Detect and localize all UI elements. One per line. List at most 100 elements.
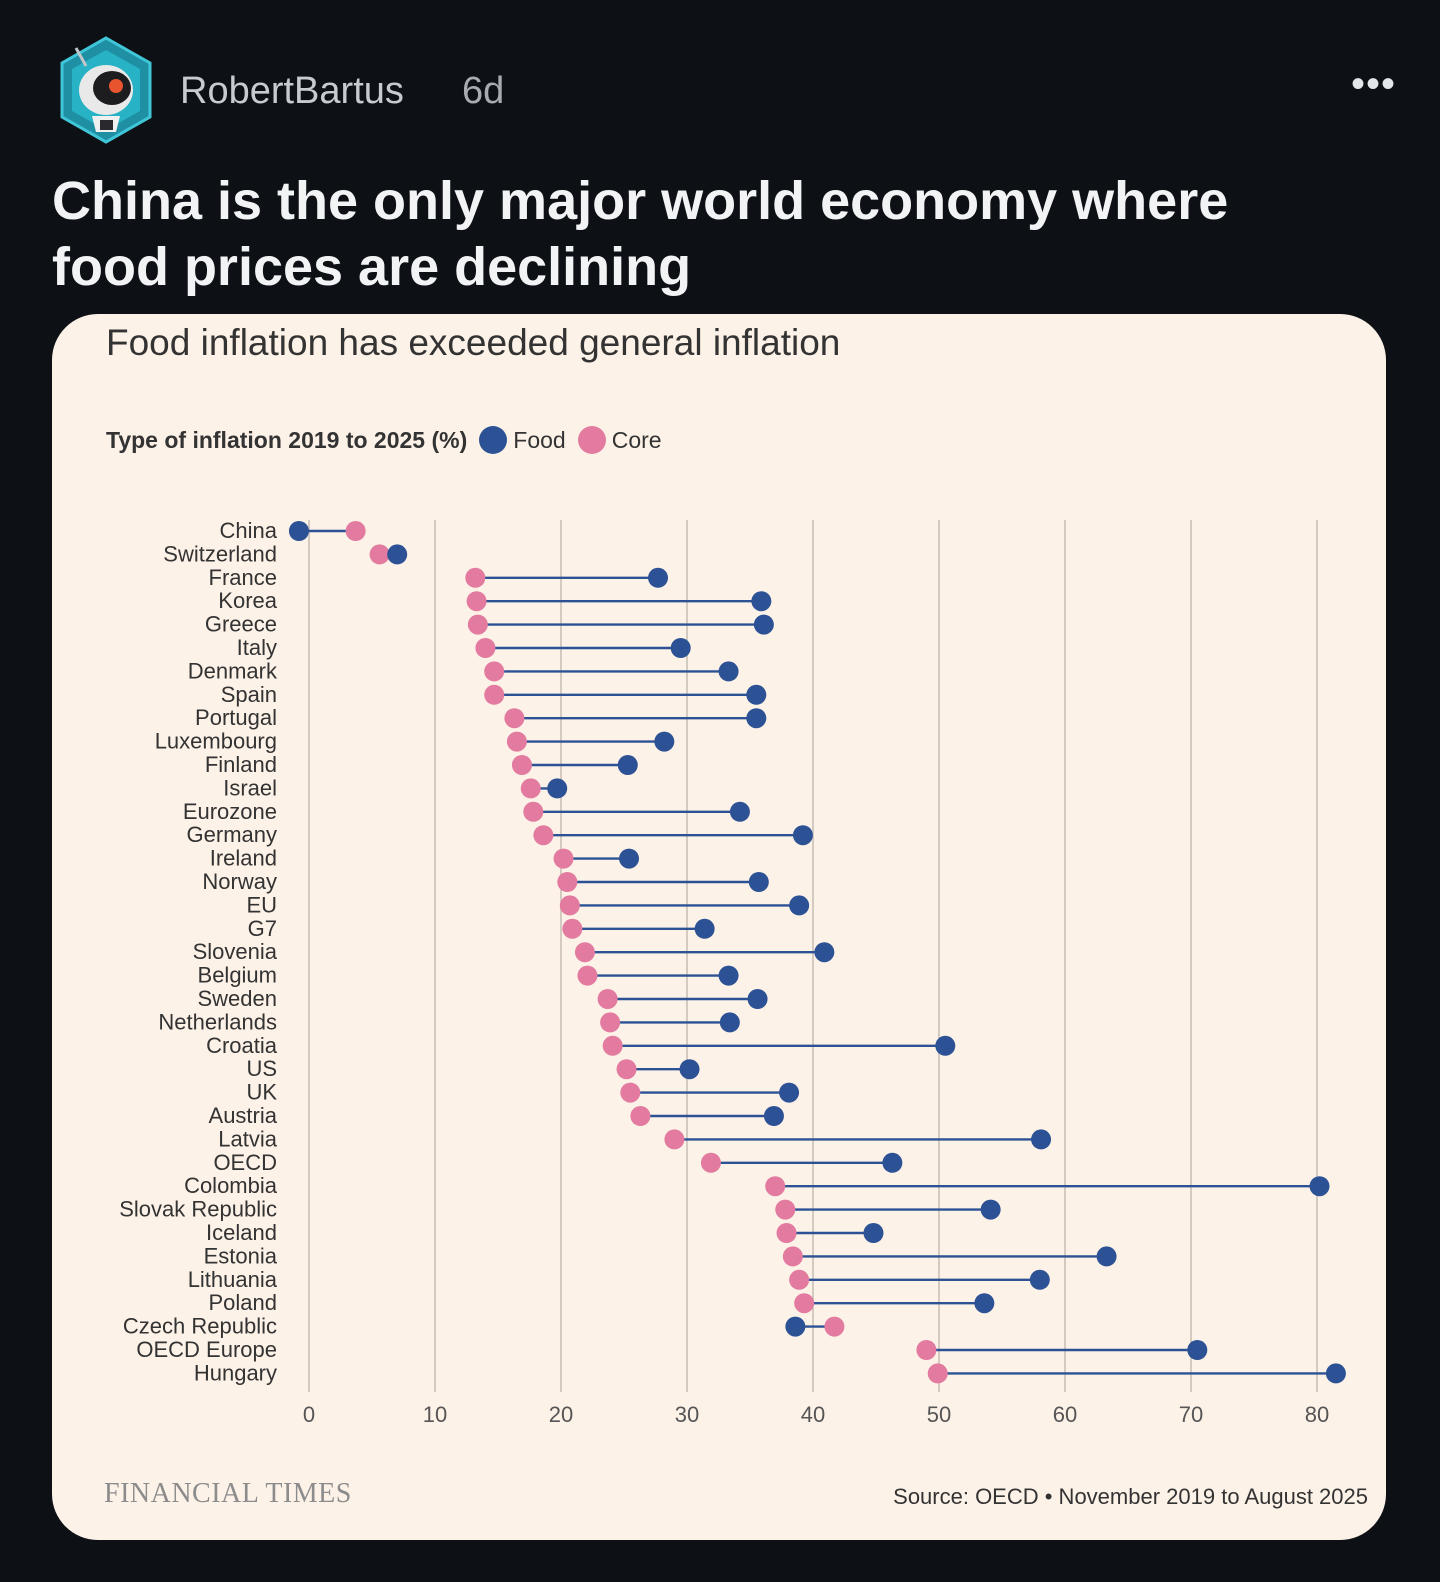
food-dot-oecd-europe — [1187, 1340, 1208, 1360]
food-dot-austria — [763, 1106, 784, 1126]
country-label-eurozone: Eurozone — [183, 799, 277, 824]
country-label-korea: Korea — [218, 588, 277, 613]
country-label-slovenia: Slovenia — [193, 939, 278, 964]
food-dot-ireland — [619, 848, 640, 869]
core-dot-lithuania — [789, 1269, 810, 1290]
core-dot-spain — [484, 684, 505, 705]
user-avatar-icon[interactable] — [56, 36, 156, 144]
x-tick-label: 30 — [675, 1402, 699, 1427]
food-dot-norway — [748, 872, 769, 892]
food-dot-czech-republic — [785, 1316, 806, 1337]
core-dot-czech-republic — [824, 1316, 845, 1337]
country-label-sweden: Sweden — [197, 986, 277, 1011]
food-dot-slovenia — [814, 942, 835, 963]
country-label-poland: Poland — [208, 1290, 277, 1315]
country-label-oecd-europe: OECD Europe — [136, 1337, 277, 1362]
country-label-spain: Spain — [221, 682, 277, 707]
country-label-g7: G7 — [248, 916, 277, 941]
core-dot-finland — [511, 755, 532, 775]
food-dot-slovak-republic — [980, 1199, 1001, 1220]
core-dot-portugal — [504, 708, 525, 729]
country-label-colombia: Colombia — [184, 1173, 278, 1198]
core-dot-sweden — [597, 989, 618, 1009]
food-dot-estonia — [1096, 1246, 1117, 1267]
core-dot-slovak-republic — [775, 1199, 796, 1220]
core-dot-israel — [520, 778, 541, 799]
core-dot-eurozone — [523, 801, 544, 822]
legend-title: Type of inflation 2019 to 2025 (%) — [106, 426, 468, 453]
country-label-netherlands: Netherlands — [158, 1009, 277, 1034]
food-dot-us — [679, 1059, 700, 1080]
food-dot-g7 — [694, 918, 715, 939]
core-dot-norway — [557, 872, 578, 892]
country-label-portugal: Portugal — [195, 705, 277, 730]
food-dot-france — [648, 567, 669, 588]
more-options-button[interactable]: ••• — [1350, 62, 1396, 106]
x-tick-label: 80 — [1305, 1402, 1329, 1427]
country-label-germany: Germany — [187, 822, 277, 847]
food-dot-portugal — [746, 708, 767, 729]
food-dot-finland — [617, 755, 638, 775]
food-dot-lithuania — [1029, 1269, 1050, 1290]
food-dot-colombia — [1309, 1176, 1330, 1197]
chart-image-card[interactable]: Food inflation has exceeded general infl… — [52, 314, 1386, 1540]
x-tick-label: 50 — [927, 1402, 951, 1427]
food-dot-israel — [547, 778, 568, 799]
food-dot-iceland — [863, 1223, 884, 1243]
legend-food-dot — [479, 426, 508, 454]
core-dot-denmark — [484, 661, 505, 682]
core-dot-g7 — [562, 918, 583, 939]
food-dot-hungary — [1325, 1363, 1346, 1384]
country-label-latvia: Latvia — [218, 1126, 277, 1151]
core-dot-croatia — [602, 1035, 623, 1056]
core-dot-eu — [559, 895, 580, 916]
country-label-belgium: Belgium — [198, 963, 277, 988]
core-dot-netherlands — [600, 1012, 621, 1033]
legend-food-label: Food — [513, 426, 566, 453]
food-dot-uk — [779, 1082, 800, 1103]
core-dot-oecd — [700, 1152, 721, 1173]
country-label-croatia: Croatia — [206, 1033, 278, 1058]
core-dot-china — [345, 521, 366, 541]
chart-source: Source: OECD • November 2019 to August 2… — [893, 1484, 1368, 1509]
food-dot-greece — [753, 614, 774, 635]
core-dot-slovenia — [574, 942, 595, 963]
country-label-austria: Austria — [209, 1103, 278, 1128]
food-dot-denmark — [718, 661, 739, 682]
country-label-luxembourg: Luxembourg — [155, 729, 277, 754]
core-dot-uk — [620, 1082, 641, 1103]
core-dot-latvia — [664, 1129, 685, 1150]
country-label-france: France — [209, 565, 277, 590]
country-label-uk: UK — [246, 1080, 277, 1105]
core-dot-colombia — [765, 1176, 786, 1197]
food-dot-korea — [751, 591, 772, 612]
country-label-italy: Italy — [237, 635, 277, 660]
country-label-estonia: Estonia — [204, 1243, 278, 1268]
food-dot-croatia — [935, 1035, 956, 1056]
country-label-iceland: Iceland — [206, 1220, 277, 1245]
core-dot-switzerland — [369, 544, 390, 565]
brand-logo: FINANCIAL TIMES — [104, 1478, 352, 1509]
core-dot-korea — [466, 591, 487, 612]
food-dot-china — [288, 521, 309, 541]
post-header: RobertBartus 6d ••• — [56, 36, 1396, 144]
food-dot-luxembourg — [654, 731, 675, 752]
x-tick-label: 0 — [303, 1402, 315, 1427]
x-tick-label: 20 — [549, 1402, 573, 1427]
username-link[interactable]: RobertBartus — [180, 70, 404, 112]
post-title[interactable]: China is the only major world economy wh… — [52, 171, 1229, 297]
food-dot-poland — [974, 1293, 995, 1314]
country-label-greece: Greece — [205, 612, 277, 637]
food-dot-germany — [792, 825, 813, 846]
food-dot-spain — [746, 684, 767, 705]
country-label-israel: Israel — [223, 775, 277, 800]
country-label-denmark: Denmark — [188, 658, 278, 683]
x-tick-label: 70 — [1179, 1402, 1203, 1427]
country-label-slovak-republic: Slovak Republic — [119, 1197, 277, 1222]
country-label-china: China — [220, 518, 278, 543]
dumbbell-chart: 0 10 20 30 40 50 60 70 80 ChinaSwitzerlandFranceK… — [119, 518, 1346, 1427]
country-label-czech-republic: Czech Republic — [123, 1314, 277, 1339]
core-dot-austria — [630, 1106, 651, 1126]
core-dot-hungary — [927, 1363, 948, 1384]
country-label-switzerland: Switzerland — [163, 541, 277, 566]
